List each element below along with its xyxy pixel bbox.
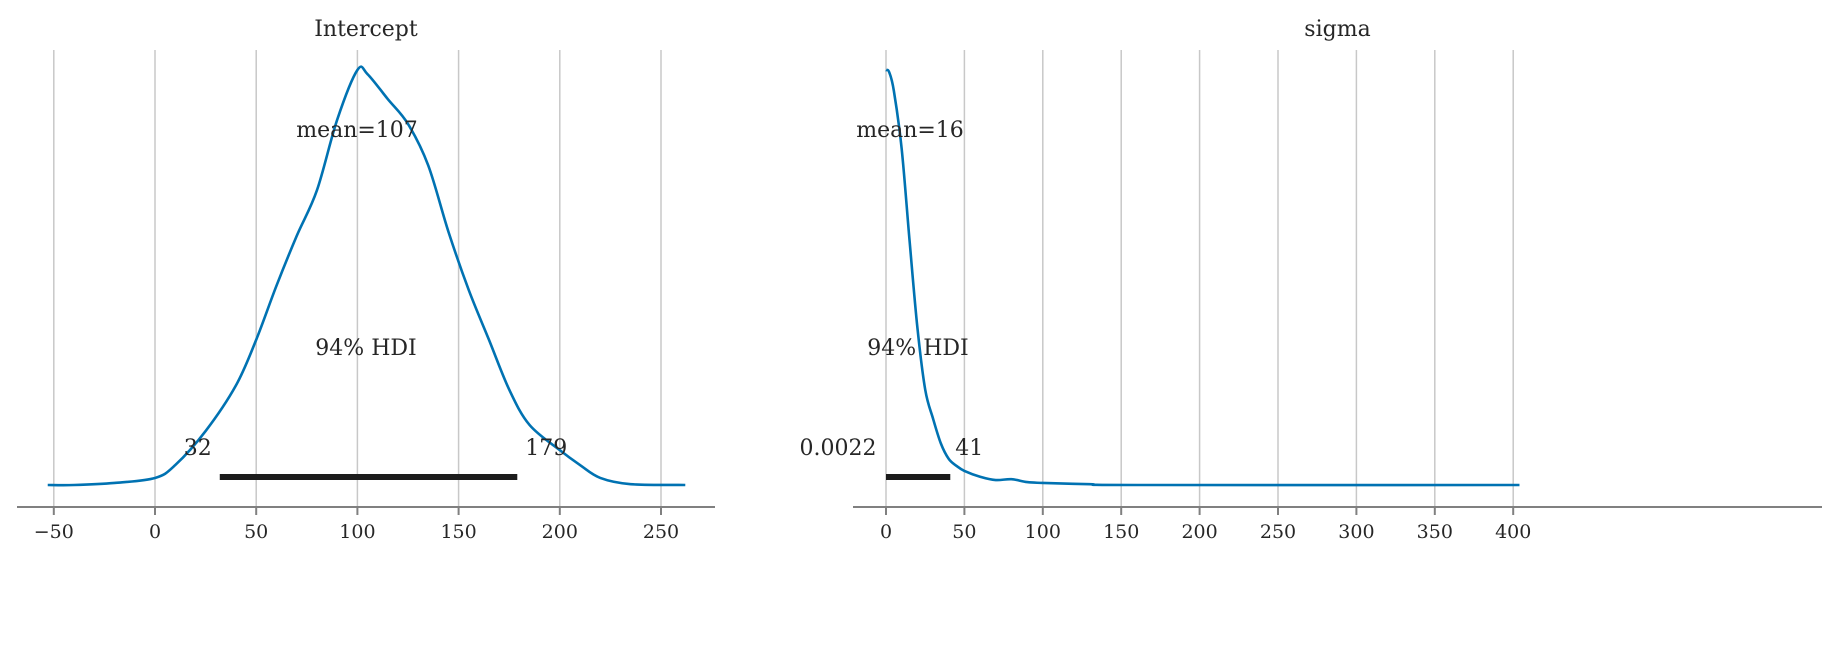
hdi-low-label: 0.0022 xyxy=(800,436,877,461)
x-tick-label: 250 xyxy=(1260,521,1296,543)
x-tick-label: 350 xyxy=(1417,521,1453,543)
hdi-high-label: 179 xyxy=(525,436,567,461)
density-curve xyxy=(885,68,1520,487)
hdi-high-label: 41 xyxy=(955,436,983,461)
x-tick-label: 400 xyxy=(1495,521,1531,543)
mean-label: mean=16 xyxy=(856,118,964,143)
x-tick-label: 100 xyxy=(1025,521,1061,543)
hdi-low-label: 32 xyxy=(184,436,212,461)
x-tick-label: 200 xyxy=(542,521,578,543)
x-tick-label: 150 xyxy=(440,521,476,543)
x-tick-label: 0 xyxy=(880,521,892,543)
density-curve xyxy=(47,65,686,487)
panel-Intercept: −50 0 50 100 150 200 250 Intercept mean=107 94% H… xyxy=(17,17,715,543)
mean-label: mean=107 xyxy=(296,118,418,143)
x-tick-label: 200 xyxy=(1181,521,1217,543)
hdi-label: 94% HDI xyxy=(315,336,416,361)
panel-sigma: 0 50 100 150 200 250 300 350 400 sigma mean=16 94% … xyxy=(800,17,1822,543)
panel-title: Intercept xyxy=(314,17,418,42)
panel-title: sigma xyxy=(1304,17,1370,42)
x-tick-label: 300 xyxy=(1338,521,1374,543)
x-tick-label: 50 xyxy=(244,521,268,543)
x-tick-label: 0 xyxy=(149,521,161,543)
x-tick-label: 100 xyxy=(339,521,375,543)
x-tick-label: 250 xyxy=(643,521,679,543)
hdi-label: 94% HDI xyxy=(867,336,968,361)
x-tick-label: −50 xyxy=(34,521,74,543)
x-tick-label: 150 xyxy=(1103,521,1139,543)
x-tick-label: 50 xyxy=(952,521,976,543)
